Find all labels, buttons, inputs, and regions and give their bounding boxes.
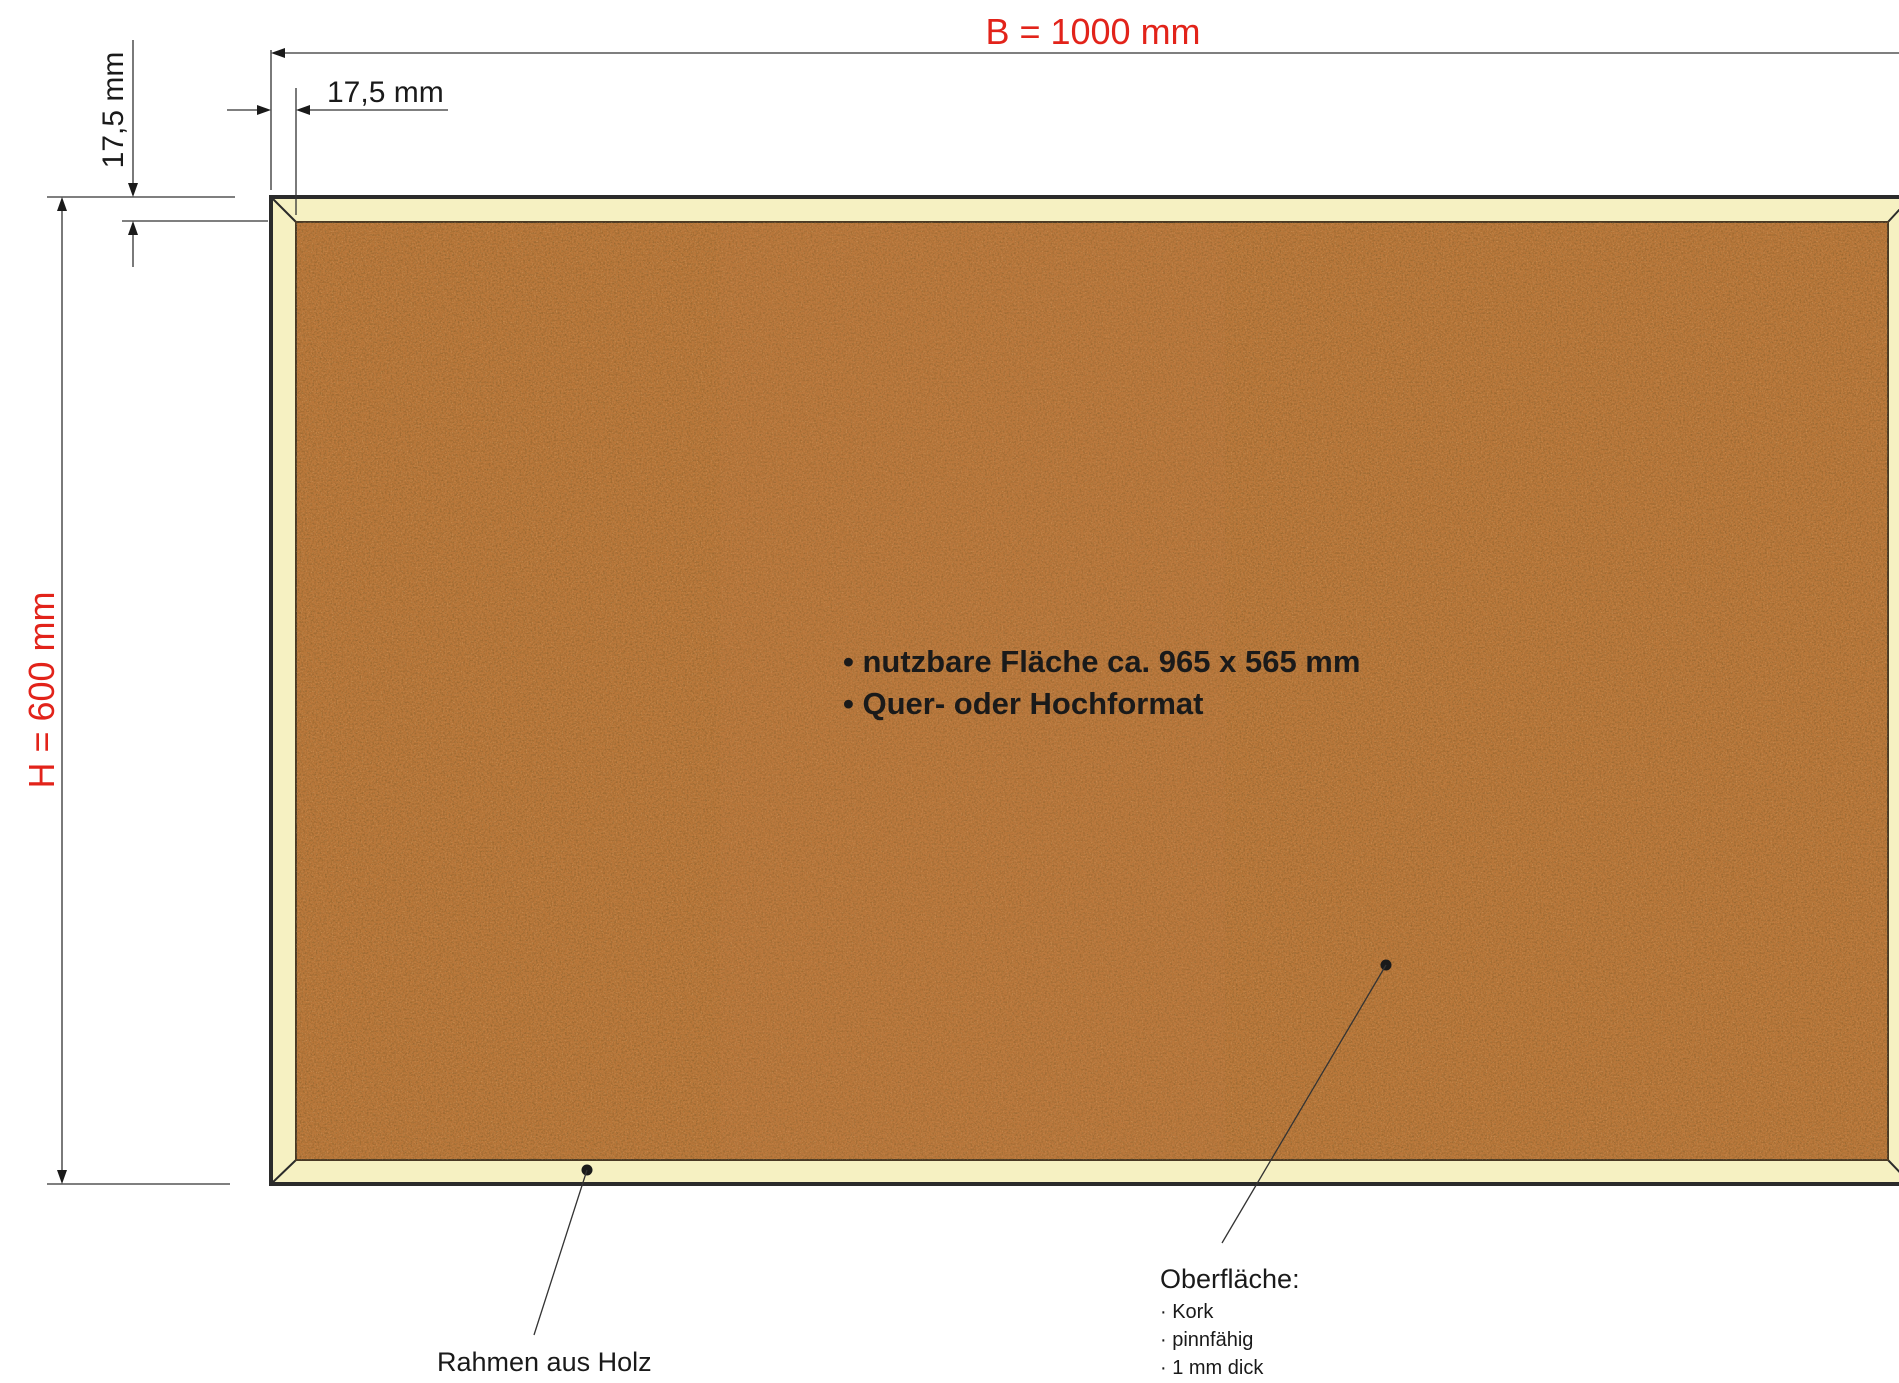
surface-callout-title: Oberfläche: (1160, 1264, 1300, 1294)
frame-side-label: 17,5 mm (327, 76, 444, 109)
width-dimension: B = 1000 mm (270, 11, 1899, 190)
frame-callout-label: Rahmen aus Holz (437, 1347, 652, 1377)
frame-top-dimension: 17,5 mm (47, 40, 268, 267)
surface-callout: Oberfläche: · Kork · pinnfähig · 1 mm di… (1160, 959, 1392, 1379)
frame-top-label: 17,5 mm (97, 52, 130, 169)
width-label: B = 1000 mm (985, 11, 1200, 52)
height-dimension: H = 600 mm (21, 197, 230, 1185)
surface-info: • nutzbare Fläche ca. 965 x 565 mm • Que… (843, 644, 1360, 721)
usable-area-text: • nutzbare Fläche ca. 965 x 565 mm (843, 644, 1360, 679)
surface-callout-item: · pinnfähig (1160, 1329, 1253, 1351)
surface-callout-item: · Kork (1160, 1301, 1214, 1323)
frame-side-dimension: 17,5 mm (227, 76, 448, 215)
cork-surface (295, 221, 1889, 1161)
orientation-text: • Quer- oder Hochformat (843, 686, 1204, 721)
height-label: H = 600 mm (21, 591, 62, 788)
surface-callout-item: · 1 mm dick (1160, 1357, 1264, 1379)
frame-callout: Rahmen aus Holz (437, 1164, 652, 1377)
